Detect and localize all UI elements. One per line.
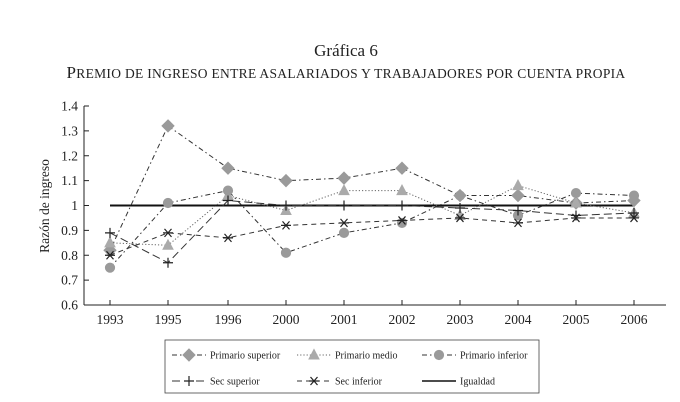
data-point-primario-inferior xyxy=(338,227,350,238)
data-point-primario-inferior xyxy=(570,187,582,199)
data-point-sec-superior xyxy=(571,210,581,221)
data-point-primario-superior xyxy=(511,188,525,203)
data-point-primario-medio xyxy=(104,236,116,248)
x-tick-label: 2004 xyxy=(505,312,532,327)
series-line-sec-inferior xyxy=(109,217,634,256)
legend-marker-sec-inferior xyxy=(309,376,319,386)
x-tick-label: 1996 xyxy=(215,312,242,327)
data-point-primario-superior xyxy=(395,161,409,175)
data-point-sec-inferior xyxy=(513,218,523,228)
data-point-primario-medio xyxy=(338,184,350,196)
data-point-primario-inferior xyxy=(222,185,234,196)
plot-area: 0.6 0.7 0.8 0.9 1 1.1 1.2 1.3 1.4 1993 1995 1996 200… xyxy=(61,99,666,327)
data-point-primario-medio xyxy=(512,179,524,191)
x-tick-label: 2000 xyxy=(273,312,300,327)
y-tick-label: 0.8 xyxy=(61,248,78,263)
legend-marker-sec-superior xyxy=(184,376,194,386)
series-line-primario-superior xyxy=(109,125,635,251)
data-point-sec-superior xyxy=(223,195,233,206)
series-line-primario-medio xyxy=(109,185,635,246)
y-axis-label: Razón de ingreso xyxy=(37,159,52,253)
x-tick-label: 1995 xyxy=(155,312,182,327)
y-tick-label: 0.6 xyxy=(61,298,78,313)
legend-box xyxy=(164,339,540,394)
legend-marker-primario-superior xyxy=(182,348,196,362)
series-line-primario-inferior xyxy=(109,190,635,269)
chart-subtitle: PREMIO DE INGRESO ENTRE ASALARIADOS Y TR… xyxy=(67,63,626,82)
series-primario-inferior xyxy=(104,185,640,273)
y-tick-label: 1.3 xyxy=(61,123,78,138)
data-point-primario-superior xyxy=(221,161,235,175)
x-tick-label: 2002 xyxy=(389,312,416,327)
data-point-sec-superior xyxy=(281,200,291,211)
data-point-sec-inferior xyxy=(571,213,581,223)
legend-label-igualdad: Igualdad xyxy=(460,377,495,388)
y-tick-label: 1 xyxy=(71,198,78,213)
legend-label-primario-medio: Primario medio xyxy=(335,351,398,362)
series-line-sec-superior xyxy=(109,200,635,264)
data-point-sec-superior xyxy=(513,205,523,216)
data-point-sec-inferior xyxy=(105,250,115,260)
x-tick-label: 1993 xyxy=(97,312,124,327)
y-tick-label: 0.9 xyxy=(61,223,78,238)
data-point-primario-inferior xyxy=(162,197,174,209)
data-point-primario-medio xyxy=(396,184,408,196)
y-tick-label: 1.2 xyxy=(61,148,78,163)
y-tick-label: 0.7 xyxy=(61,273,78,288)
data-point-sec-inferior xyxy=(223,233,233,243)
data-point-primario-superior xyxy=(161,119,175,133)
x-tick-label: 2003 xyxy=(447,312,474,327)
data-point-primario-medio xyxy=(162,238,174,250)
legend-marker-primario-inferior xyxy=(433,349,445,361)
legend-label-sec-superior: Sec superior xyxy=(210,377,260,388)
data-point-primario-inferior xyxy=(454,190,466,201)
chart-title: Gráfica 6 xyxy=(314,41,378,60)
x-tick-label: 2006 xyxy=(621,312,648,327)
legend: Primario superior Primario medio Primario … xyxy=(172,348,528,388)
data-point-sec-inferior xyxy=(629,213,639,223)
data-point-sec-superior xyxy=(339,200,349,211)
data-point-sec-superior xyxy=(163,257,173,268)
data-point-sec-superior xyxy=(105,227,115,238)
x-tick-label: 2005 xyxy=(563,312,590,327)
legend-label-primario-inferior: Primario inferior xyxy=(460,351,528,362)
data-point-sec-inferior xyxy=(163,228,173,238)
legend-label-primario-superior: Primario superior xyxy=(210,351,281,362)
legend-label-sec-inferior: Sec inferior xyxy=(335,377,383,388)
series-sec-superior xyxy=(105,195,639,268)
x-tick-label: 2001 xyxy=(331,312,358,327)
data-point-primario-superior xyxy=(279,173,293,188)
data-point-primario-superior xyxy=(337,171,351,185)
data-point-primario-inferior xyxy=(104,262,116,273)
data-point-sec-inferior xyxy=(339,218,349,228)
data-point-sec-superior xyxy=(397,200,407,211)
data-point-primario-medio xyxy=(570,196,582,208)
data-point-primario-inferior xyxy=(280,247,292,258)
series-sec-inferior xyxy=(105,213,639,260)
data-point-sec-inferior xyxy=(281,221,291,230)
y-tick-label: 1.4 xyxy=(61,99,78,114)
data-point-sec-superior xyxy=(629,207,639,218)
data-point-primario-inferior xyxy=(628,190,640,201)
y-tick-label: 1.1 xyxy=(61,173,78,188)
series-primario-superior xyxy=(103,119,641,257)
legend-marker-primario-medio xyxy=(308,348,320,360)
data-point-sec-inferior xyxy=(455,213,465,223)
series-primario-medio xyxy=(104,179,640,250)
data-point-sec-superior xyxy=(455,202,465,213)
data-point-sec-inferior xyxy=(397,216,407,225)
